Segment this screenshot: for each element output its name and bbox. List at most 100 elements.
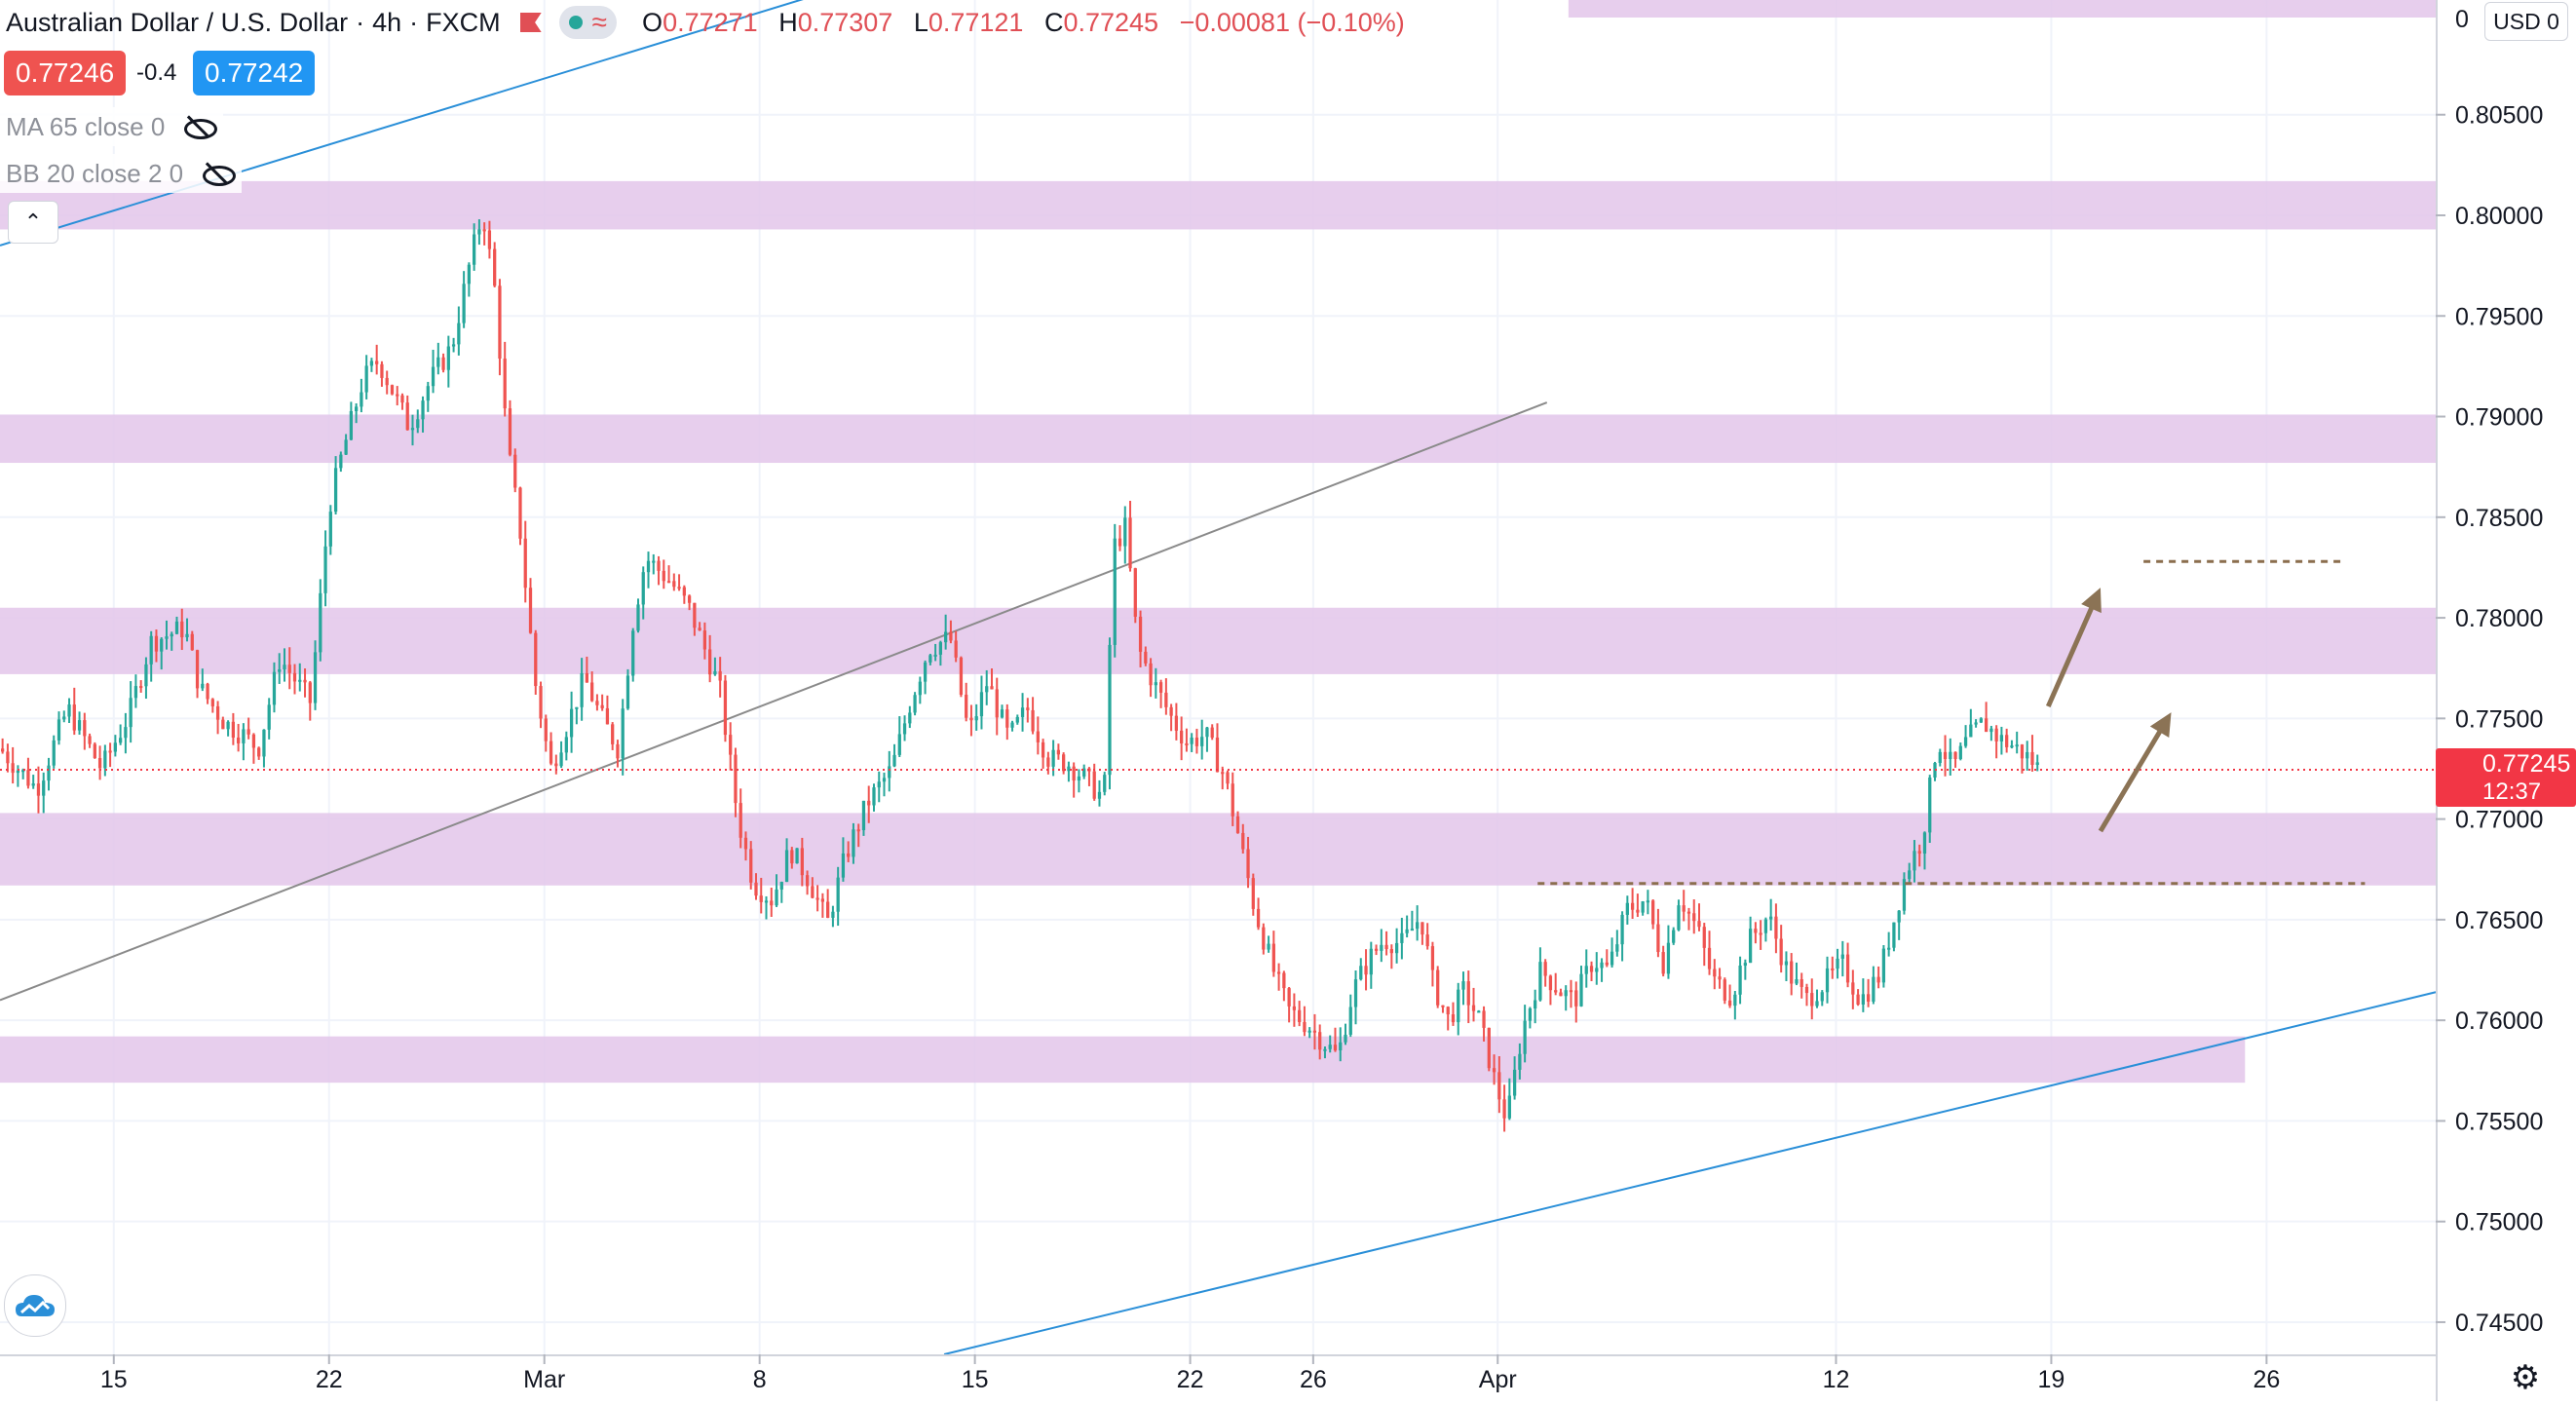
candle-down	[1235, 816, 1240, 833]
candle-down	[1149, 663, 1153, 686]
candle-down	[1276, 971, 1281, 974]
price-scale[interactable]: 0.74500 0.75000 0.75500 0.76000 0.76500 0.770…	[2436, 0, 2576, 1401]
candle-down	[1651, 900, 1655, 925]
price-scale-bg	[2436, 0, 2576, 1401]
candle-up	[1958, 745, 1962, 759]
candle-down	[1554, 990, 1558, 993]
candle-down	[539, 686, 543, 719]
gear-icon[interactable]: ⚙	[2510, 1359, 2541, 1396]
candle-down	[1226, 772, 1230, 784]
trendline	[943, 991, 2437, 1355]
candle-up	[1010, 722, 1014, 728]
candle-down	[585, 672, 589, 683]
candle-down	[1497, 1072, 1501, 1100]
candle-up	[852, 829, 855, 857]
candle-up	[1353, 979, 1358, 1007]
time-scale[interactable]: 15 22 Mar 8 15 22 26 Apr 12 19 26	[0, 1354, 2436, 1401]
candle-up	[841, 853, 846, 878]
candle-down	[1589, 966, 1594, 972]
zone-band	[0, 414, 2436, 464]
candle-down	[1790, 961, 1794, 984]
candle-up	[1323, 1048, 1327, 1051]
candle-down	[108, 750, 112, 753]
currency-selector[interactable]: USD 0	[2484, 2, 2568, 41]
interval-label[interactable]: 4h	[372, 7, 402, 37]
candle-down	[1041, 741, 1045, 758]
candle-down	[1487, 1027, 1491, 1069]
candle-up	[149, 635, 153, 665]
candle-down	[1298, 1009, 1302, 1022]
time-tick-label: 26	[2253, 1366, 2280, 1393]
candle-down	[508, 408, 512, 455]
candle-down	[1092, 771, 1096, 799]
candle-down	[1845, 954, 1850, 983]
candle-up	[631, 630, 635, 676]
buy-button[interactable]: 0.77242	[193, 51, 316, 95]
candle-up	[1840, 954, 1844, 959]
time-tick-label: 19	[2038, 1366, 2065, 1393]
countdown-label: 12:37	[2482, 779, 2541, 805]
candle-down	[708, 649, 712, 675]
candle-up	[1154, 682, 1157, 686]
candle-down	[1492, 1068, 1496, 1073]
candle-down	[190, 633, 194, 651]
candle-up	[625, 675, 630, 709]
candle-down	[1943, 751, 1948, 759]
candle-down	[375, 361, 379, 364]
candle-down	[590, 682, 594, 702]
collapse-legend-button[interactable]: ⌃	[8, 201, 58, 244]
candle-up	[1518, 1053, 1522, 1070]
candle-up	[1369, 948, 1373, 975]
candle-down	[1451, 1014, 1456, 1023]
candle-down	[826, 901, 830, 918]
indicator-bb[interactable]: BB 20 close 2 0	[0, 154, 243, 193]
candle-up	[283, 665, 286, 670]
eye-hidden-icon[interactable]	[182, 116, 218, 139]
candle-up	[42, 780, 46, 796]
candle-up	[861, 800, 866, 831]
candle-down	[729, 735, 733, 755]
candle-up	[103, 750, 107, 769]
candle-down	[1707, 947, 1712, 969]
eye-hidden-icon[interactable]	[201, 163, 237, 186]
candle-down	[990, 686, 994, 690]
candle-up	[1836, 958, 1839, 969]
candle-down	[600, 704, 604, 708]
candle-up	[242, 729, 246, 743]
candle-down	[969, 717, 973, 721]
candle-down	[1246, 849, 1250, 879]
candle-down	[965, 694, 968, 718]
candle-up	[185, 633, 189, 638]
candle-down	[210, 699, 214, 706]
candle-up	[888, 766, 891, 779]
flag-icon[interactable]	[519, 13, 542, 32]
candle-up	[477, 229, 481, 235]
candle-up	[831, 911, 835, 918]
candle-down	[1312, 1030, 1317, 1033]
candle-down	[1421, 922, 1424, 935]
candle-up	[641, 572, 645, 605]
market-status-pill[interactable]: ≈	[558, 6, 618, 39]
candle-down	[1718, 976, 1722, 980]
candle-down	[800, 848, 804, 876]
tradingview-logo-button[interactable]	[4, 1274, 66, 1337]
candle-up	[170, 633, 173, 637]
candle-up	[313, 652, 318, 703]
candle-up	[646, 560, 651, 573]
price-tick-label: 0.77000	[2455, 807, 2543, 834]
candle-down	[215, 705, 220, 720]
candle-down	[1241, 832, 1245, 850]
candle-up	[328, 512, 332, 547]
candle-up	[410, 428, 415, 431]
candle-down	[1779, 938, 1783, 966]
time-tick-label: 12	[1823, 1366, 1850, 1393]
sell-button[interactable]: 0.77246	[4, 51, 127, 95]
candle-up	[1892, 922, 1896, 948]
candle-up	[933, 654, 937, 657]
candle-down	[743, 837, 748, 850]
candle-down	[441, 357, 445, 370]
indicator-ma[interactable]: MA 65 close 0	[0, 107, 224, 146]
symbol-title[interactable]: Australian Dollar / U.S. Dollar	[6, 7, 349, 37]
